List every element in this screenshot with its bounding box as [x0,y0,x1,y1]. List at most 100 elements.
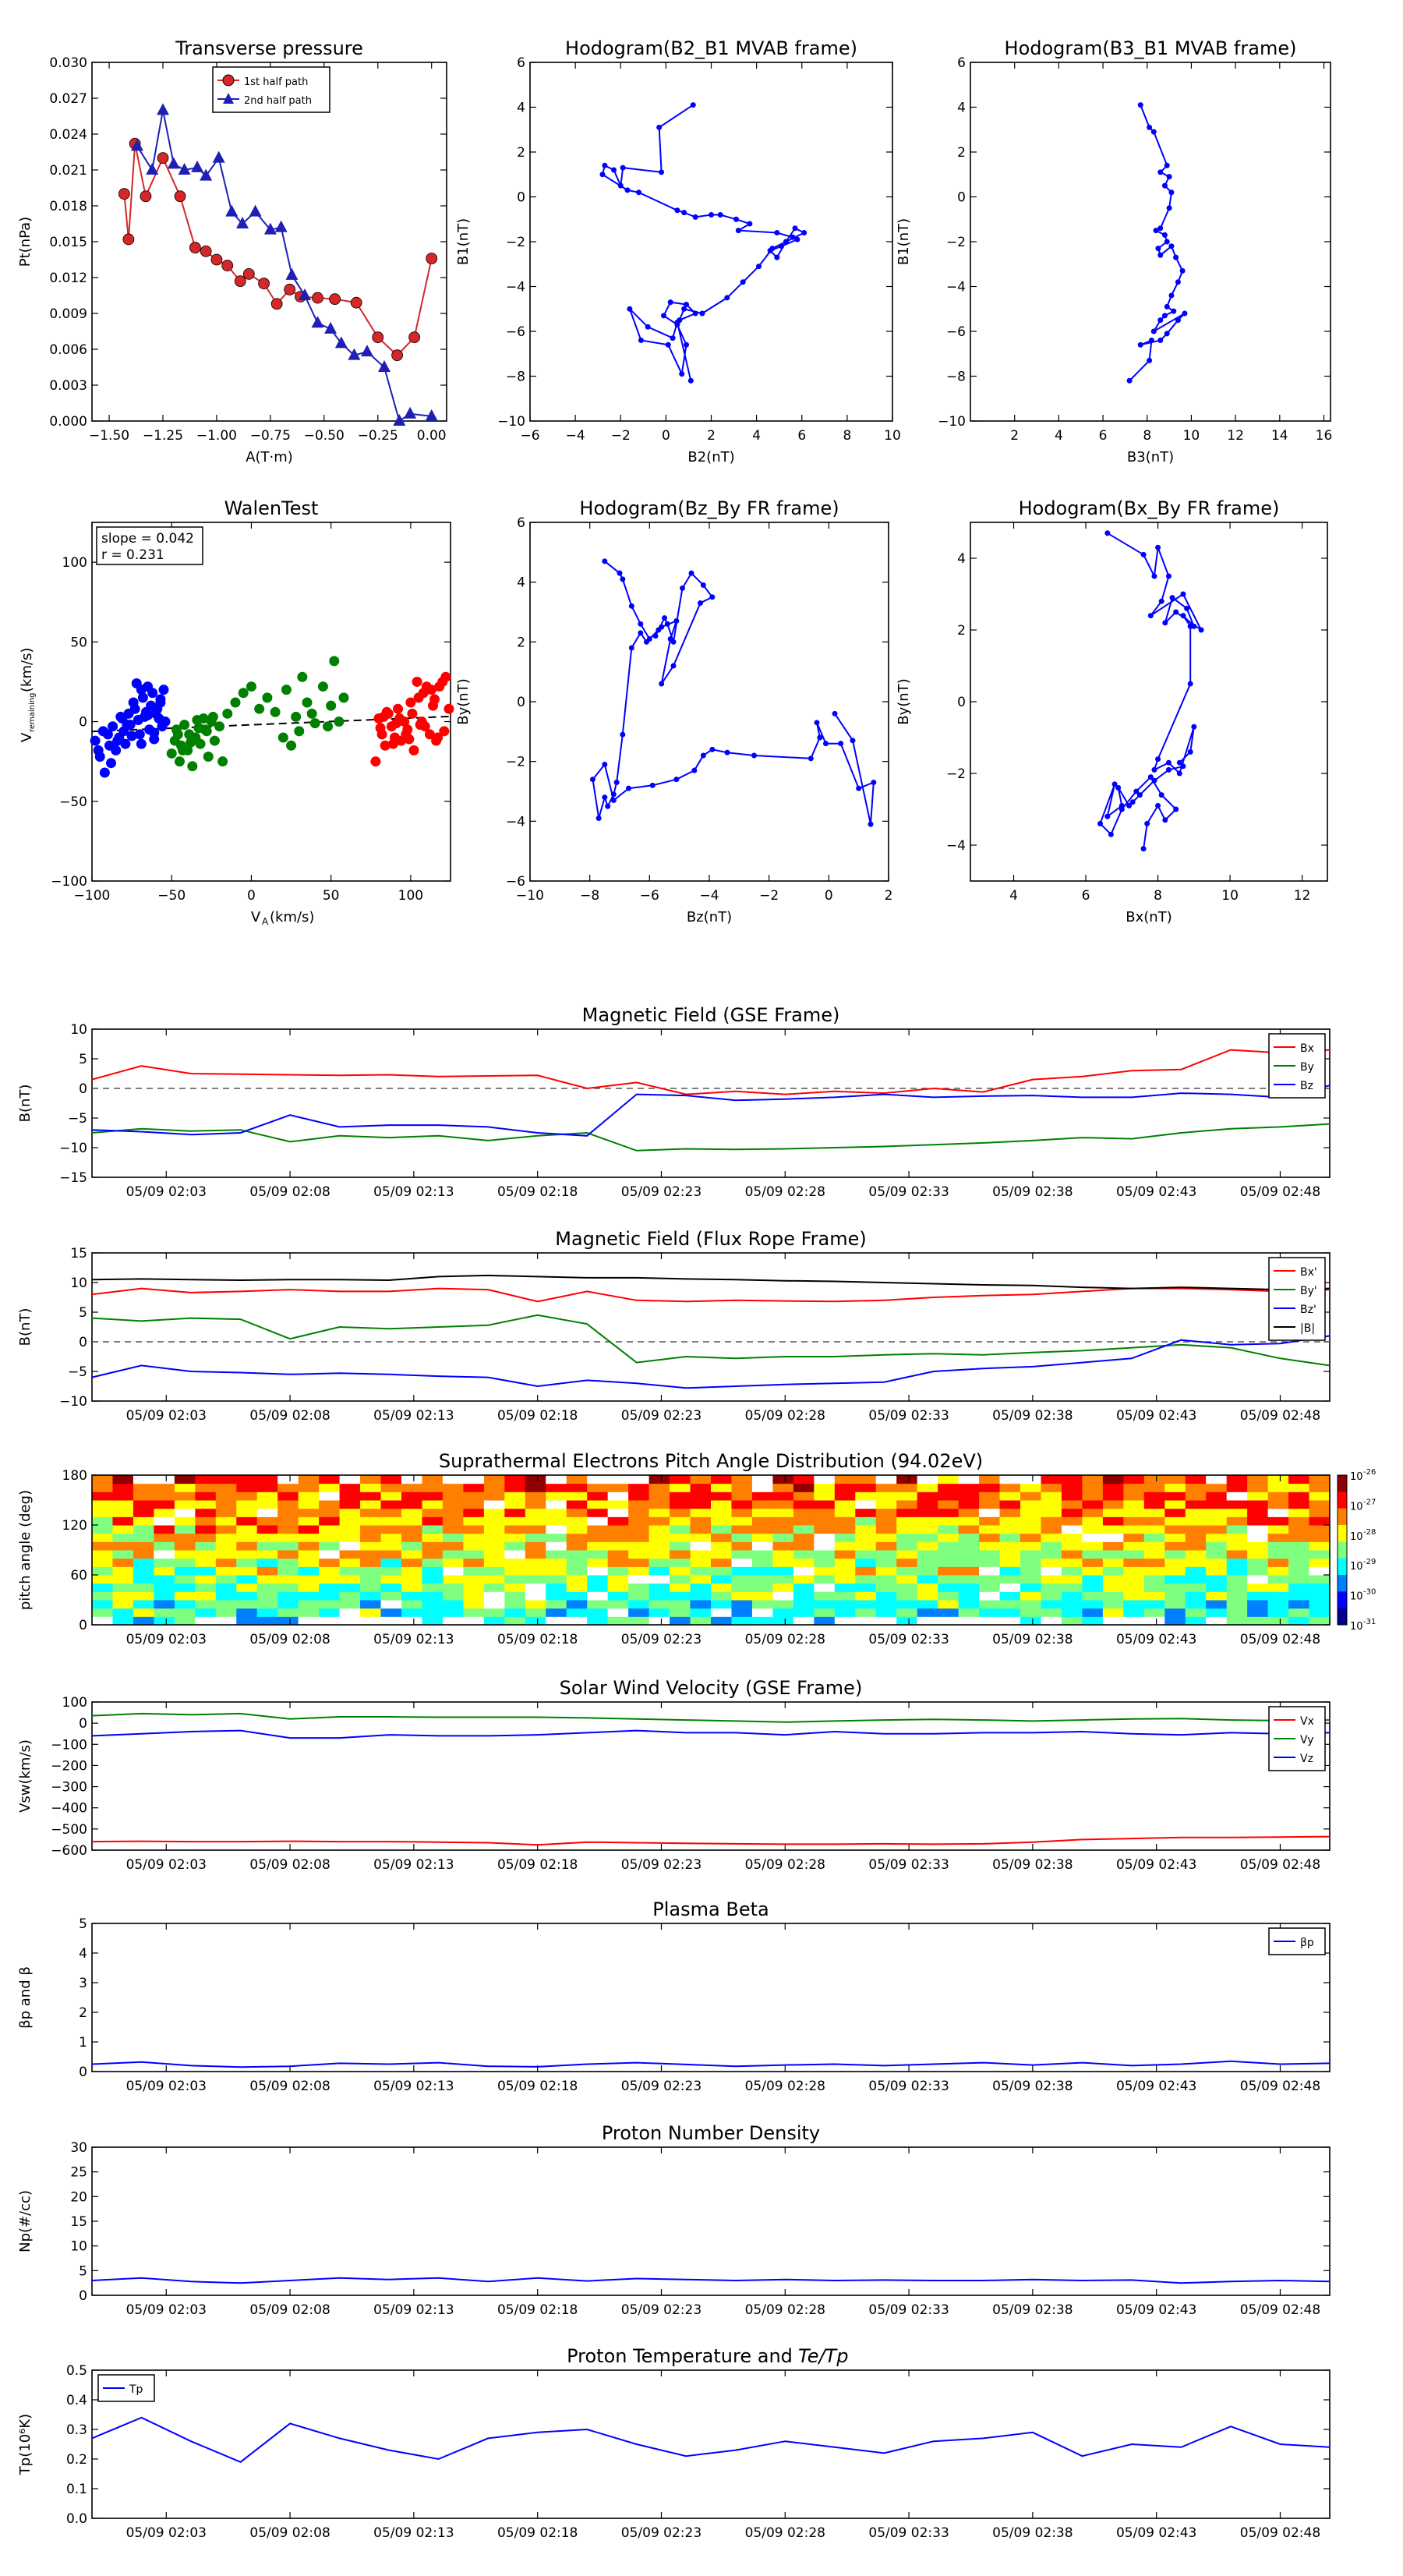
magnetic-field-fr-xtick-label: 05/09 02:43 [1116,1408,1196,1424]
pitch-angle-cell [896,1500,918,1509]
transverse-pressure-point [167,157,180,169]
hodogram-bz-by-point [673,777,680,783]
pitch-angle-cell [1185,1583,1207,1592]
pitch-angle-colorbar-segment [1338,1558,1347,1576]
transverse-pressure-point [285,267,299,280]
walen-test-xlabel-sub: A [262,916,269,927]
pitch-angle-cell [1288,1533,1310,1542]
walen-test-point [370,756,381,767]
pitch-angle-cell [670,1500,691,1509]
pitch-angle-cell [1164,1500,1186,1509]
pitch-angle-cell [587,1558,609,1567]
pitch-angle-cell [215,1616,237,1626]
pitch-angle-cell [731,1525,753,1534]
pitch-angle-colorbar-exponent: -27 [1363,1498,1376,1506]
pitch-angle-cell [670,1600,691,1609]
walen-test-point [246,681,256,692]
pitch-angle-cell [112,1566,134,1576]
pitch-angle-cell [483,1608,505,1617]
walen-test-point [429,694,440,705]
hodogram-b2-b1-point [679,371,685,377]
pitch-angle-cell [1226,1558,1248,1567]
pitch-angle-cell [628,1591,650,1601]
pitch-angle-cell [628,1616,650,1626]
pitch-angle-cell [793,1591,815,1601]
pitch-angle-cell [751,1541,773,1551]
walen-test-xtick-label: 100 [398,888,423,904]
pitch-angle-cell [442,1475,464,1484]
proton-temperature-xtick-label: 05/09 02:08 [249,2525,330,2541]
pitch-angle-cell [793,1600,815,1609]
pitch-angle-cell [587,1475,609,1484]
plasma-beta-ytick-label: 5 [79,1916,87,1932]
pitch-angle-cell [174,1525,196,1534]
pitch-angle-cell [195,1591,217,1601]
pitch-angle-cell [999,1550,1021,1559]
pitch-angle-cell [422,1541,444,1551]
pitch-angle-cell [1082,1616,1104,1626]
pitch-angle-cell [1226,1525,1248,1534]
pitch-angle-cell [236,1516,258,1526]
transverse-pressure-point [378,360,391,372]
magnetic-field-fr-ylabel: B(nT) [17,1308,34,1346]
pitch-angle-cell [1102,1575,1124,1584]
pitch-angle-cell [174,1550,196,1559]
pitch-angle-cell [215,1541,237,1551]
pitch-angle-cell [648,1566,670,1576]
pitch-angle-cell [360,1550,382,1559]
pitch-angle-cell [525,1608,546,1617]
pitch-angle-cell [215,1491,237,1501]
magnetic-field-gse-series-1-line [91,1123,1331,1152]
pitch-angle-cell [339,1533,361,1542]
pitch-angle-cell [1164,1483,1186,1492]
pitch-angle-cell [525,1508,546,1517]
hodogram-b3-b1-point [1168,292,1175,299]
magnetic-field-gse-ylabel: B(nT) [17,1085,34,1123]
pitch-angle-cell [1061,1541,1083,1551]
pitch-angle-cell [999,1600,1021,1609]
pitch-angle-cell [401,1575,422,1584]
pitch-angle-cell [1020,1558,1041,1567]
magnetic-field-fr-axes-frame [91,1252,1331,1402]
pitch-angle-cell [215,1591,237,1601]
pitch-angle-cell [463,1550,485,1559]
pitch-angle-cell [648,1508,670,1517]
hodogram-bx-by-axes-frame [970,522,1328,882]
pitch-angle-cell [154,1583,175,1592]
walen-test-point [391,718,401,729]
transverse-pressure-xlabel: A(T·m) [246,449,293,465]
hodogram-b2-b1-point [801,230,808,235]
walen-test-point [291,711,302,722]
hodogram-bx-by-point [1129,799,1136,805]
pitch-angle-cell [834,1583,856,1592]
solar-wind-velocity-title: Solar Wind Velocity (GSE Frame) [560,1677,863,1699]
pitch-angle-cell [628,1608,650,1617]
pitch-angle-cell [648,1575,670,1584]
pitch-angle-cell [319,1550,341,1559]
solar-wind-velocity-xtick-label: 05/09 02:23 [621,1857,702,1873]
pitch-angle-cell [1185,1608,1207,1617]
pitch-angle-cell [670,1583,691,1592]
pitch-angle-cell [896,1491,918,1501]
hodogram-bz-by-xtick-label: 2 [885,888,893,904]
hodogram-b2-b1-point [769,246,776,252]
pitch-angle-cell [999,1533,1021,1542]
hodogram-b3-b1-point [1150,328,1157,334]
pitch-angle-cell [751,1491,773,1501]
proton-temperature-xtick-label: 05/09 02:23 [621,2525,702,2541]
pitch-angle-cell [731,1508,753,1517]
hodogram-bz-by-point [620,731,626,738]
pitch-angle-cell [1247,1475,1269,1484]
transverse-pressure-xtick-label: −1.00 [196,428,237,444]
pitch-angle-title: Suprathermal Electrons Pitch Angle Distr… [439,1450,983,1472]
plasma-beta-ytick-label: 3 [79,1976,87,1991]
pitch-angle-cell [1020,1566,1041,1576]
magnetic-field-fr-xtick-label: 05/09 02:48 [1240,1408,1320,1424]
pitch-angle-cell [958,1491,980,1501]
hodogram-b2-b1-point [747,221,753,227]
magnetic-field-fr-legend-label: By' [1300,1285,1317,1297]
pitch-angle-cell [628,1508,650,1517]
pitch-angle-cell [1267,1550,1289,1559]
pitch-angle-cell [917,1616,938,1626]
pitch-angle-cell [133,1566,154,1576]
